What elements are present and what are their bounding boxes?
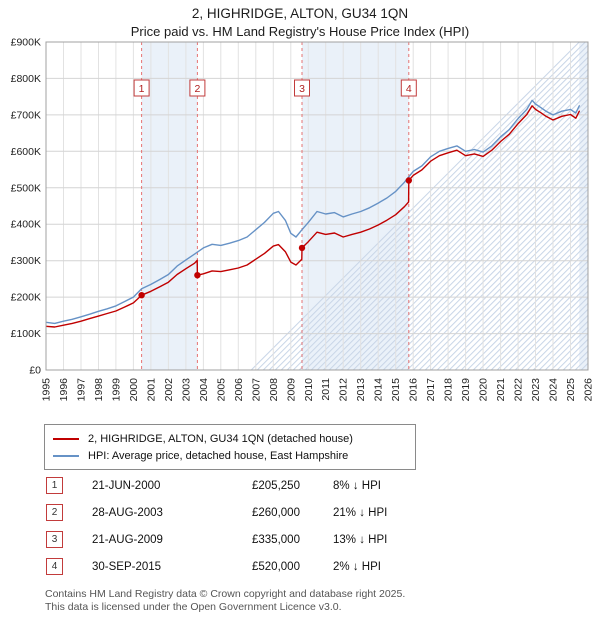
svg-text:2001: 2001 — [145, 378, 157, 402]
svg-text:£600K: £600K — [11, 146, 41, 158]
svg-text:2023: 2023 — [530, 378, 542, 402]
legend-item-hpi: HPI: Average price, detached house, East… — [53, 447, 407, 464]
transaction-vs-hpi: 2% ↓ HPI — [333, 560, 381, 573]
svg-text:£700K: £700K — [11, 109, 41, 121]
chart-titles: 2, HIGHRIDGE, ALTON, GU34 1QN Price paid… — [0, 6, 600, 39]
svg-text:2004: 2004 — [198, 378, 210, 402]
svg-text:2015: 2015 — [390, 378, 402, 402]
svg-text:2009: 2009 — [285, 378, 297, 402]
transactions-table: 1 21-JUN-2000 £205,250 8% ↓ HPI 2 28-AUG… — [46, 472, 453, 580]
transaction-price: £260,000 — [252, 506, 300, 519]
legend-item-property: 2, HIGHRIDGE, ALTON, GU34 1QN (detached … — [53, 430, 407, 447]
svg-text:£0: £0 — [29, 365, 41, 377]
transaction-date: 30-SEP-2015 — [92, 560, 162, 573]
svg-text:2012: 2012 — [338, 378, 350, 402]
svg-text:2021: 2021 — [495, 378, 507, 402]
svg-text:1997: 1997 — [76, 378, 88, 402]
legend-label-property: 2, HIGHRIDGE, ALTON, GU34 1QN (detached … — [88, 432, 353, 445]
svg-text:2016: 2016 — [408, 378, 420, 402]
svg-text:2007: 2007 — [250, 378, 262, 402]
table-row: 3 21-AUG-2009 £335,000 13% ↓ HPI — [46, 526, 453, 553]
hpi-line-swatch — [53, 454, 79, 457]
page-subtitle: Price paid vs. HM Land Registry's House … — [130, 24, 470, 39]
property-line-swatch — [53, 437, 79, 440]
svg-text:2014: 2014 — [373, 378, 385, 402]
svg-text:2005: 2005 — [215, 378, 227, 402]
transaction-vs-hpi: 13% ↓ HPI — [333, 533, 388, 546]
price-history-chart: £0 £100K £200K £300K £400K £500K £600K £700K £80… — [11, 37, 595, 402]
transaction-number-badge: 4 — [46, 558, 63, 575]
svg-text:2024: 2024 — [548, 378, 560, 402]
transaction-date: 21-JUN-2000 — [92, 479, 161, 492]
svg-text:2020: 2020 — [478, 378, 490, 402]
svg-text:2018: 2018 — [443, 378, 455, 402]
svg-text:1996: 1996 — [58, 378, 70, 402]
svg-text:£800K: £800K — [11, 73, 41, 85]
svg-text:3: 3 — [299, 83, 305, 95]
svg-text:2008: 2008 — [268, 378, 280, 402]
svg-text:£500K: £500K — [11, 182, 41, 194]
transaction-number-badge: 1 — [46, 477, 63, 494]
svg-text:£200K: £200K — [11, 292, 41, 304]
table-row: 4 30-SEP-2015 £520,000 2% ↓ HPI — [46, 553, 453, 580]
svg-text:2010: 2010 — [303, 378, 315, 402]
svg-text:2003: 2003 — [180, 378, 192, 402]
svg-text:1: 1 — [139, 83, 145, 95]
legend-label-hpi: HPI: Average price, detached house, East… — [88, 449, 349, 462]
svg-text:£900K: £900K — [11, 37, 41, 49]
svg-text:2025: 2025 — [565, 378, 577, 402]
transaction-price: £335,000 — [252, 533, 300, 546]
svg-text:2013: 2013 — [355, 378, 367, 402]
footer-line-2: This data is licensed under the Open Gov… — [45, 601, 342, 613]
svg-text:2002: 2002 — [163, 378, 175, 402]
page-title: 2, HIGHRIDGE, ALTON, GU34 1QN — [191, 6, 409, 21]
svg-text:1999: 1999 — [110, 378, 122, 402]
svg-text:2022: 2022 — [513, 378, 525, 402]
chart-legend: 2, HIGHRIDGE, ALTON, GU34 1QN (detached … — [44, 424, 416, 470]
svg-text:2006: 2006 — [233, 378, 245, 402]
svg-text:£400K: £400K — [11, 219, 41, 231]
table-row: 2 28-AUG-2003 £260,000 21% ↓ HPI — [46, 499, 453, 526]
svg-text:£300K: £300K — [11, 255, 41, 267]
svg-text:2: 2 — [194, 83, 200, 95]
transaction-number-badge: 2 — [46, 504, 63, 521]
table-row: 1 21-JUN-2000 £205,250 8% ↓ HPI — [46, 472, 453, 499]
transaction-date: 21-AUG-2009 — [92, 533, 163, 546]
svg-text:£100K: £100K — [11, 328, 41, 340]
svg-text:2019: 2019 — [460, 378, 472, 402]
svg-text:1995: 1995 — [41, 378, 53, 402]
transaction-price: £205,250 — [252, 479, 300, 492]
svg-text:2000: 2000 — [128, 378, 140, 402]
transaction-date: 28-AUG-2003 — [92, 506, 163, 519]
transaction-number-badge: 3 — [46, 531, 63, 548]
transaction-vs-hpi: 21% ↓ HPI — [333, 506, 388, 519]
transaction-vs-hpi: 8% ↓ HPI — [333, 479, 381, 492]
footer-line-1: Contains HM Land Registry data © Crown c… — [45, 588, 406, 600]
svg-text:2017: 2017 — [425, 378, 437, 402]
license-footer: Contains HM Land Registry data © Crown c… — [45, 588, 405, 614]
svg-text:2011: 2011 — [320, 378, 332, 401]
transaction-price: £520,000 — [252, 560, 300, 573]
svg-text:2026: 2026 — [583, 378, 595, 402]
svg-text:4: 4 — [406, 83, 412, 95]
svg-text:1998: 1998 — [93, 378, 105, 402]
